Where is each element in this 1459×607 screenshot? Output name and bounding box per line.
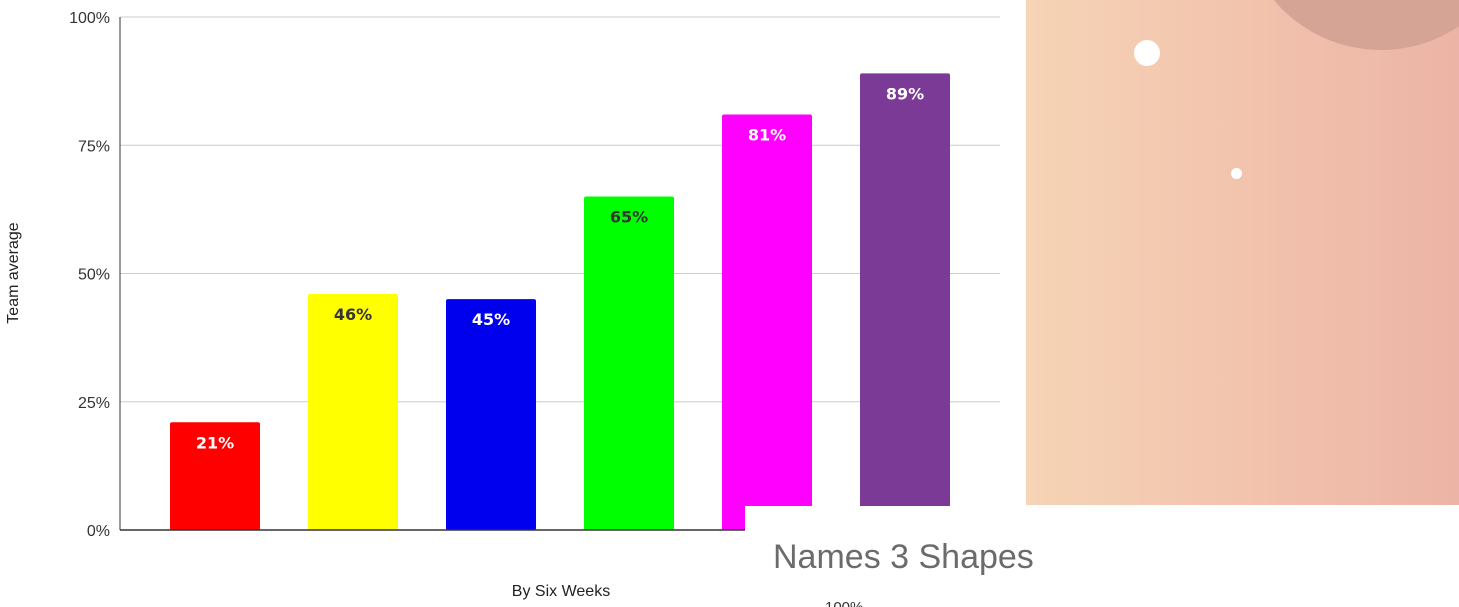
y-axis-title: Team average [5, 222, 22, 323]
bar [170, 422, 260, 530]
x-axis-title: By Six Weeks [512, 583, 610, 600]
bars [170, 73, 950, 531]
decorative-gradient-panel [1026, 0, 1459, 505]
overlay-chart-title: Names 3 Shapes [773, 538, 1034, 576]
bar-value-label: 21% [196, 433, 234, 452]
y-tick-label: 25% [78, 395, 110, 412]
bar [446, 299, 536, 530]
bar-value-labels: 21% 46% 45% 65% 81% 89% [196, 84, 924, 452]
bar-value-label: 81% [748, 125, 786, 144]
y-tick-label: 75% [78, 138, 110, 155]
bar [860, 73, 950, 531]
bar-value-label: 89% [886, 84, 924, 103]
gridlines [120, 16, 1000, 403]
decorative-blob-shape [1241, 0, 1459, 50]
y-tick-labels: 0% 25% 50% 75% 100% [69, 10, 110, 540]
overlay-chart-card: Names 3 Shapes 100% [745, 506, 1045, 607]
bar-chart: 21% 46% 45% 65% 81% 89% 0% 25% 50% 75% 100% Team … [5, 10, 1000, 600]
bar-value-label: 45% [472, 310, 510, 329]
y-tick-label: 0% [87, 523, 110, 540]
decorative-dot-large [1134, 40, 1160, 66]
y-tick-label: 100% [69, 10, 110, 27]
overlay-partial-tick-label: 100% [825, 599, 863, 607]
bar [584, 196, 674, 531]
decorative-dot-small [1231, 168, 1242, 179]
bar [308, 294, 398, 530]
bar-value-label: 65% [610, 208, 648, 227]
bar [722, 114, 812, 530]
y-tick-label: 50% [78, 267, 110, 284]
bar-value-label: 46% [334, 305, 372, 324]
